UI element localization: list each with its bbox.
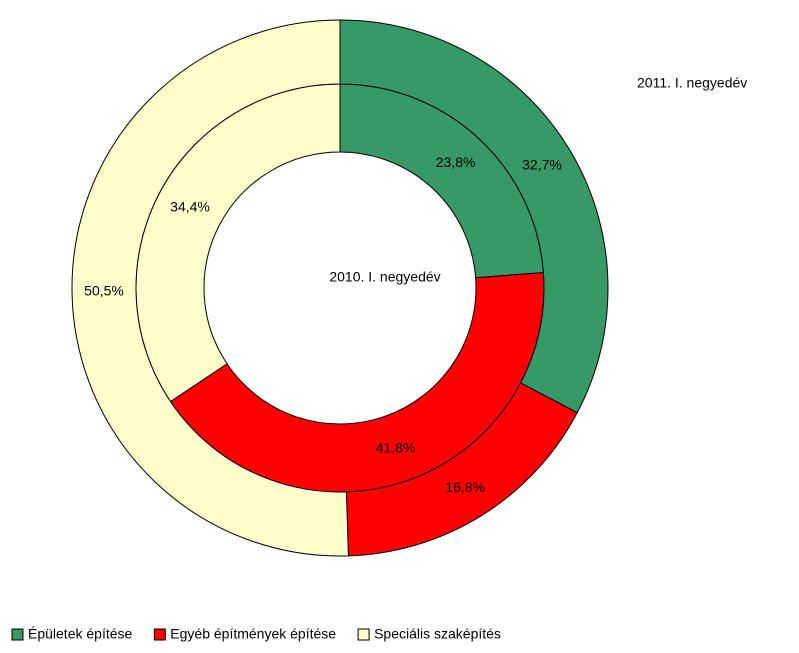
data-label: 50,5% [84, 282, 124, 298]
legend-swatch [11, 628, 24, 641]
data-label: 34,4% [170, 199, 210, 215]
data-label: 16,8% [445, 479, 485, 495]
data-label: 23,8% [436, 154, 476, 170]
data-label: 41,8% [376, 439, 416, 455]
donut-segment [71, 19, 349, 557]
inner-series-name: 2010. I. negyedév [329, 269, 440, 285]
legend-label: Épületek építése [28, 626, 133, 642]
legend-label: Egyéb építmények építése [170, 626, 336, 642]
outer-series-name: 2011. I. negyedév [637, 75, 747, 91]
data-label: 32,7% [522, 157, 562, 173]
legend-swatch [357, 628, 370, 641]
legend-label: Speciális szaképítés [374, 626, 501, 642]
legend-swatch [153, 628, 166, 641]
donut-segment [339, 19, 609, 414]
